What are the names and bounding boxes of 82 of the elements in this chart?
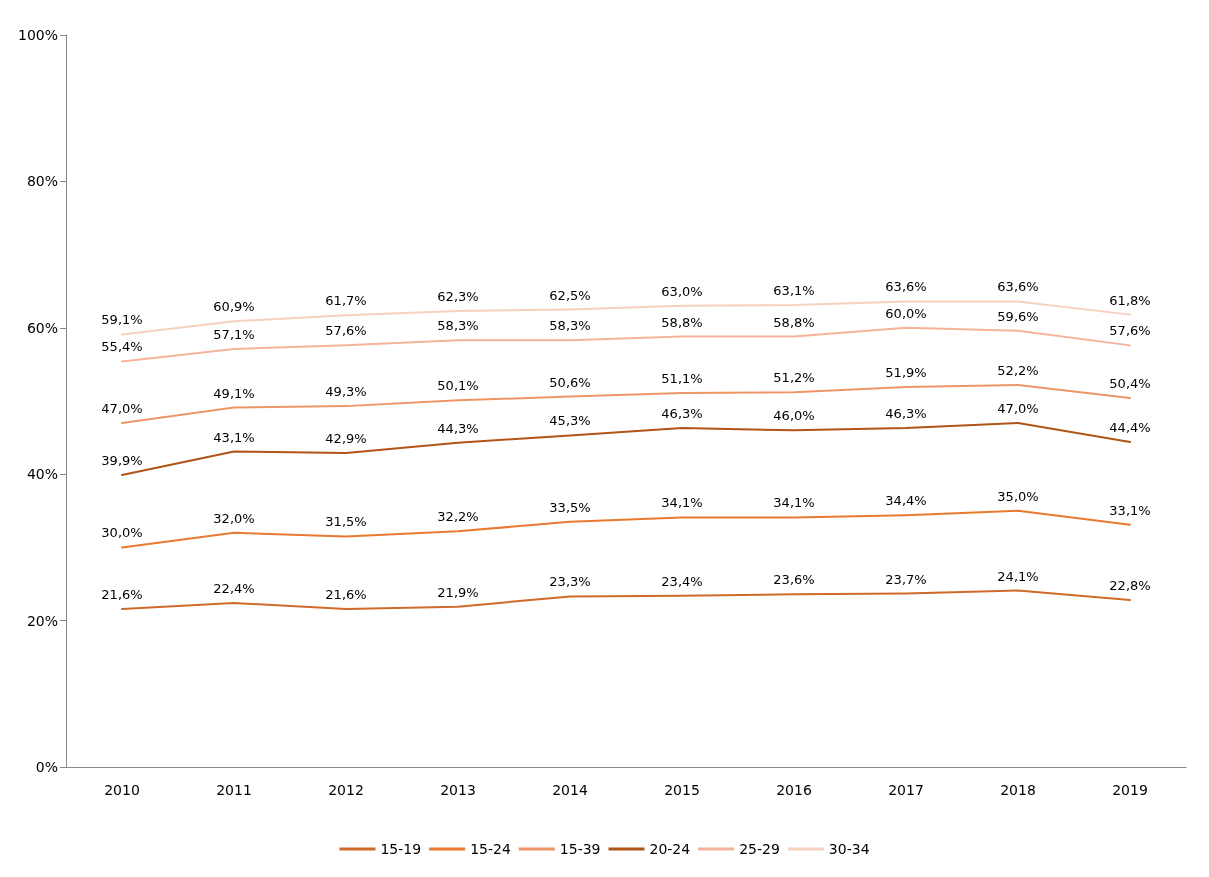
data-label: 34,1% [661, 495, 703, 511]
data-label: 22,4% [213, 581, 255, 597]
data-label: 57,6% [1109, 323, 1151, 339]
data-label: 62,5% [549, 287, 591, 303]
legend-label: 15-24 [470, 841, 511, 857]
data-label: 39,9% [101, 452, 143, 468]
data-label: 49,1% [213, 385, 255, 401]
data-label: 21,6% [325, 586, 367, 602]
data-label: 21,6% [101, 586, 143, 602]
data-label: 46,0% [773, 408, 815, 424]
data-label: 35,0% [997, 488, 1039, 504]
data-label: 23,6% [773, 572, 815, 588]
data-label: 55,4% [101, 339, 143, 355]
data-label: 61,7% [325, 293, 367, 309]
data-label: 49,3% [325, 384, 367, 400]
data-label: 43,1% [213, 429, 255, 445]
data-label: 52,2% [997, 362, 1039, 378]
data-label: 51,1% [661, 370, 703, 386]
legend-label: 25-29 [739, 841, 780, 857]
data-label: 57,1% [213, 327, 255, 343]
data-label: 45,3% [549, 413, 591, 429]
data-label: 30,0% [101, 525, 143, 541]
x-tick-label: 2015 [664, 782, 700, 798]
data-label: 22,8% [1109, 578, 1151, 594]
legend-label: 15-39 [559, 841, 601, 857]
legend-label: 30-34 [828, 841, 870, 857]
data-label: 59,1% [101, 312, 143, 328]
data-label: 63,6% [885, 279, 927, 295]
data-label: 46,3% [661, 406, 703, 422]
data-label: 57,6% [325, 323, 367, 339]
data-label: 21,9% [437, 584, 479, 600]
data-label: 62,3% [437, 288, 479, 304]
y-tick-label: 60% [26, 319, 58, 336]
data-label: 23,7% [885, 571, 927, 587]
x-tick-label: 2018 [1000, 782, 1036, 798]
data-label: 58,8% [661, 314, 703, 330]
x-tick-label: 2016 [776, 782, 812, 798]
data-label: 32,2% [437, 509, 479, 525]
data-label: 59,6% [997, 308, 1039, 324]
y-tick-label: 20% [26, 612, 58, 629]
y-tick-label: 40% [26, 466, 58, 483]
data-label: 32,0% [213, 510, 255, 526]
data-label: 23,4% [661, 573, 703, 589]
x-tick-label: 2011 [216, 782, 252, 798]
data-label: 31,5% [325, 514, 367, 530]
data-label: 61,8% [1109, 292, 1151, 308]
data-label: 63,0% [661, 283, 703, 299]
y-tick-label: 100% [17, 27, 58, 43]
data-label: 42,9% [325, 430, 367, 446]
data-label: 50,4% [1109, 376, 1151, 392]
data-label: 33,1% [1109, 502, 1151, 518]
y-tick-label: 0% [35, 759, 58, 775]
data-label: 44,3% [437, 420, 479, 436]
data-label: 50,1% [437, 378, 479, 394]
data-label: 33,5% [549, 499, 591, 515]
data-label: 60,9% [213, 299, 255, 315]
data-label: 58,8% [773, 314, 815, 330]
data-label: 58,3% [549, 318, 591, 334]
data-label: 60,0% [885, 305, 927, 321]
x-tick-label: 2013 [440, 782, 476, 798]
data-label: 34,4% [885, 493, 927, 509]
x-tick-label: 2014 [552, 782, 588, 798]
data-label: 47,0% [997, 400, 1039, 416]
legend-label: 15-19 [380, 841, 422, 857]
x-tick-label: 2017 [888, 782, 924, 798]
data-label: 34,1% [773, 495, 815, 511]
x-tick-label: 2019 [1112, 782, 1148, 798]
data-label: 63,6% [997, 279, 1039, 295]
x-tick-label: 2012 [328, 782, 364, 798]
data-label: 50,6% [549, 374, 591, 390]
data-label: 23,3% [549, 574, 591, 590]
data-label: 58,3% [437, 318, 479, 334]
data-label: 51,2% [773, 370, 815, 386]
data-label: 47,0% [101, 400, 143, 416]
x-tick-label: 2010 [104, 782, 140, 798]
y-tick-label: 80% [26, 173, 58, 190]
data-label: 63,1% [773, 283, 815, 299]
data-label: 51,9% [885, 365, 927, 381]
data-label: 46,3% [885, 406, 927, 422]
data-label: 24,1% [997, 568, 1039, 584]
data-label: 44,4% [1109, 419, 1151, 435]
legend-label: 20-24 [649, 841, 691, 857]
